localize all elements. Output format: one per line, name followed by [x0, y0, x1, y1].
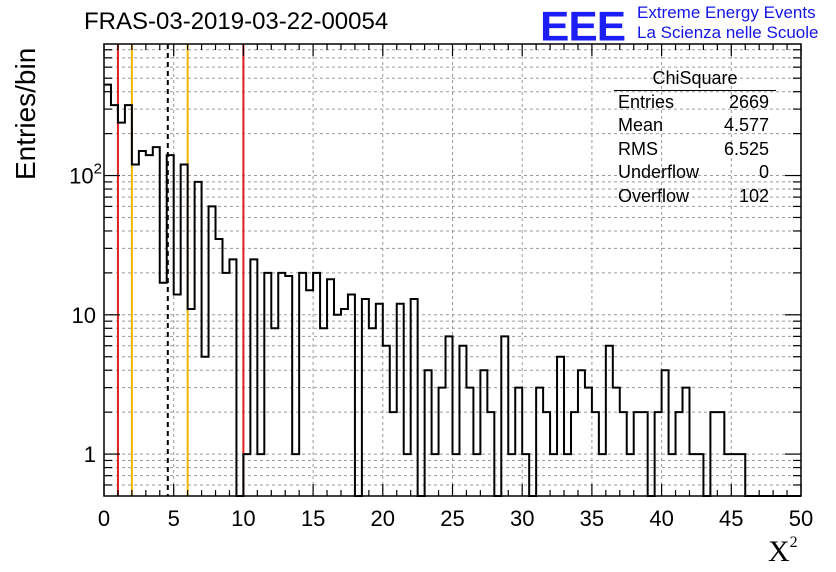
x-tick-label: 45	[719, 506, 743, 531]
x-tick-label: 50	[789, 506, 813, 531]
stats-label: Entries	[618, 92, 675, 112]
stats-label: Underflow	[618, 162, 700, 183]
x-tick-label: 15	[301, 506, 325, 531]
stats-label: Mean	[618, 115, 664, 136]
x-tick-label: 40	[649, 506, 673, 531]
stats-row: Underflow 0	[612, 161, 777, 184]
x-tick-label: 0	[98, 506, 110, 531]
stats-row: Mean 4.577	[612, 114, 777, 137]
x-tick-label: 5	[168, 506, 180, 531]
x-tick-label: 10	[231, 506, 255, 531]
logo-mark: EEE	[540, 3, 626, 50]
stats-row: RMS 6.525	[612, 138, 777, 161]
stats-box: ChiSquare Entries 2669 Mean 4.577 RMS 6.…	[612, 68, 777, 208]
y-tick-label: 1	[84, 442, 96, 467]
stats-row: Entries 2669	[612, 91, 777, 114]
stats-value: 4.577	[723, 115, 769, 136]
y-tick-label: 102	[69, 161, 102, 189]
stats-row: Overflow 102	[612, 185, 777, 208]
stats-value: 2669	[728, 92, 769, 112]
y-axis-label: Entries/bin	[10, 47, 41, 180]
stats-value: 0	[758, 162, 769, 183]
chart-title: FRAS-03-2019-03-22-00054	[84, 8, 389, 35]
stats-label: RMS	[618, 138, 658, 159]
x-tick-label: 20	[371, 506, 395, 531]
y-tick-label: 10	[72, 303, 96, 328]
x-tick-label: 25	[440, 506, 464, 531]
stats-label: Overflow	[618, 185, 690, 206]
logo-line-2: La Scienza nelle Scuole	[637, 23, 819, 42]
x-tick-label: 35	[580, 506, 604, 531]
logo-line-1: Extreme Energy Events	[637, 3, 816, 22]
stats-title: ChiSquare	[614, 68, 776, 91]
stats-value: 6.525	[723, 138, 769, 159]
stats-value: 102	[738, 185, 769, 206]
x-tick-label: 30	[510, 506, 534, 531]
x-axis-label: Χ2	[768, 534, 798, 568]
